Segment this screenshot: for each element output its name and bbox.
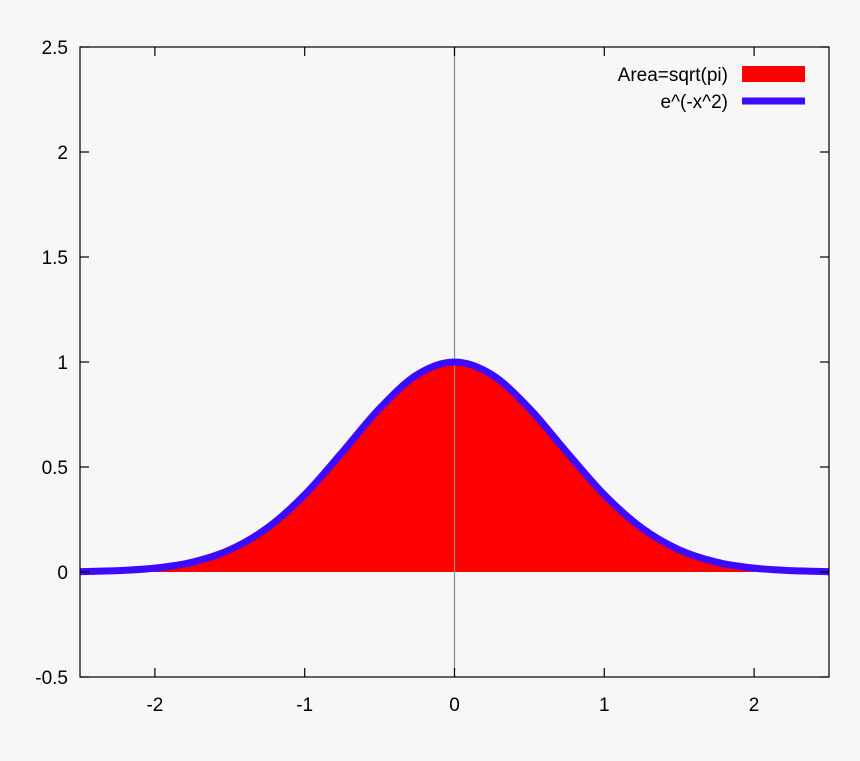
legend: Area=sqrt(pi) e^(-x^2) [618,65,805,113]
legend-label-1: e^(-x^2) [661,92,728,113]
y-tick-label: 2 [57,143,68,164]
y-tick-label: 0 [57,563,68,584]
series-line-1 [79,358,830,576]
line-layer [79,358,830,576]
x-tick-label: 0 [449,695,460,716]
x-tick-label: -1 [296,695,313,716]
y-tick-label: 2.5 [42,38,68,59]
tick-layer: -2 -1 0 1 2 -0.5 0 0.5 1 1.5 2 2.5 [35,38,829,716]
y-tick-label: 1 [57,353,68,374]
legend-swatch-0 [742,66,805,82]
y-tick-label: 1.5 [42,248,68,269]
legend-label-0: Area=sqrt(pi) [618,65,728,86]
x-tick-label: 2 [749,695,760,716]
y-tick-label: -0.5 [35,668,68,689]
x-tick-label: -2 [146,695,163,716]
x-tick-label: 1 [599,695,610,716]
y-tick-label: 0.5 [42,458,68,479]
